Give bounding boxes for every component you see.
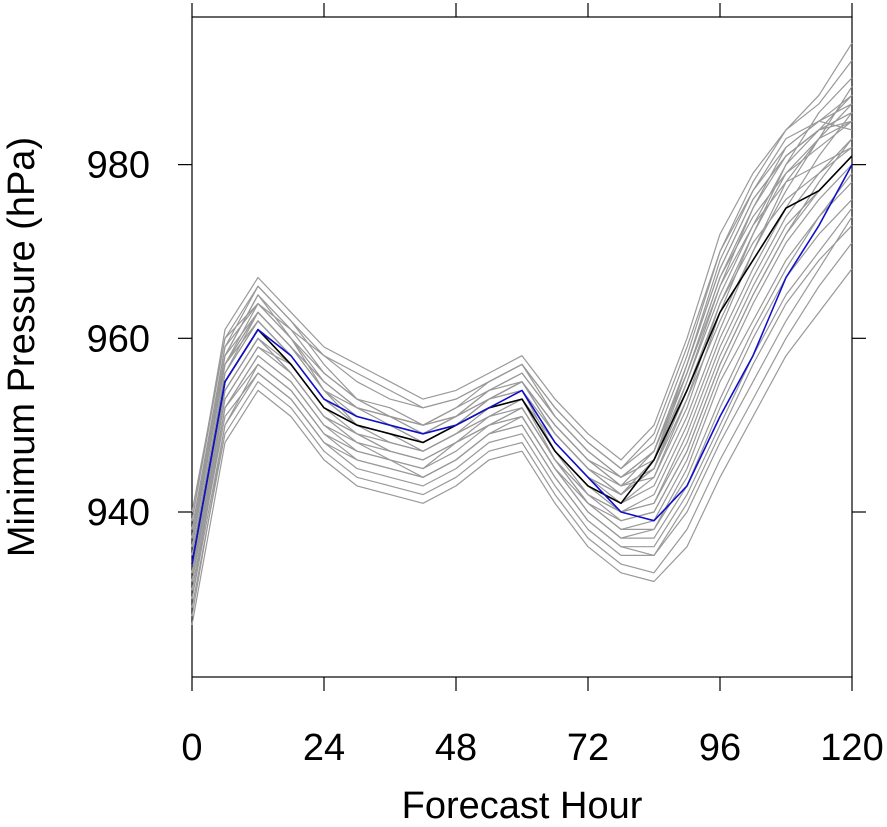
ensemble-member-line-21: [191, 86, 853, 539]
ensemble-member-line-29: [191, 120, 853, 556]
ensemble-member-line-27: [191, 103, 853, 530]
x-tick-label-48: 48: [435, 727, 477, 769]
series-layer: [191, 42, 853, 626]
ensemble-member-line-13: [191, 242, 853, 608]
ensemble-member-line-28: [191, 155, 853, 582]
ensemble-member-line-14: [191, 138, 853, 565]
plot-frame: [191, 16, 853, 678]
ensemble-member-line-10: [191, 111, 853, 539]
ensemble-member-line-31: [191, 94, 853, 539]
mean-line: [191, 155, 853, 565]
y-tick-label-940: 940: [87, 492, 150, 534]
y-tick-label-980: 980: [87, 145, 150, 187]
ensemble-member-line-26: [191, 138, 853, 565]
x-tick-label-24: 24: [303, 727, 345, 769]
x-tick-label-96: 96: [699, 727, 741, 769]
ensemble-member-line-15: [191, 120, 853, 547]
ensemble-member-line-3: [191, 155, 853, 582]
ensemble-member-line-30: [191, 172, 853, 573]
x-tick-label-72: 72: [567, 727, 609, 769]
ensemble-member-line-8: [191, 112, 853, 556]
ensemble-member-line-20: [191, 146, 853, 573]
ensemble-member-line-18: [191, 268, 853, 626]
ensemble-member-line-12: [191, 60, 853, 521]
y-tick-label-960: 960: [87, 318, 150, 360]
ensemble-member-line-25: [191, 111, 853, 547]
ensemble-member-line-23: [191, 42, 853, 521]
control-line: [191, 164, 853, 565]
ensemble-member-line-6: [191, 120, 853, 513]
ensemble-member-line-22: [191, 198, 853, 591]
ensemble-member-line-11: [191, 216, 853, 591]
x-axis-label: Forecast Hour: [402, 785, 643, 827]
x-tick-label-120: 120: [820, 727, 883, 769]
tick-layer: 0 24 48 72 96 120 940 960 980: [87, 3, 884, 769]
ensemble-member-line-24: [191, 224, 853, 599]
y-axis-label: Minimum Pressure (hPa): [1, 137, 43, 557]
x-tick-label-0: 0: [181, 727, 202, 769]
